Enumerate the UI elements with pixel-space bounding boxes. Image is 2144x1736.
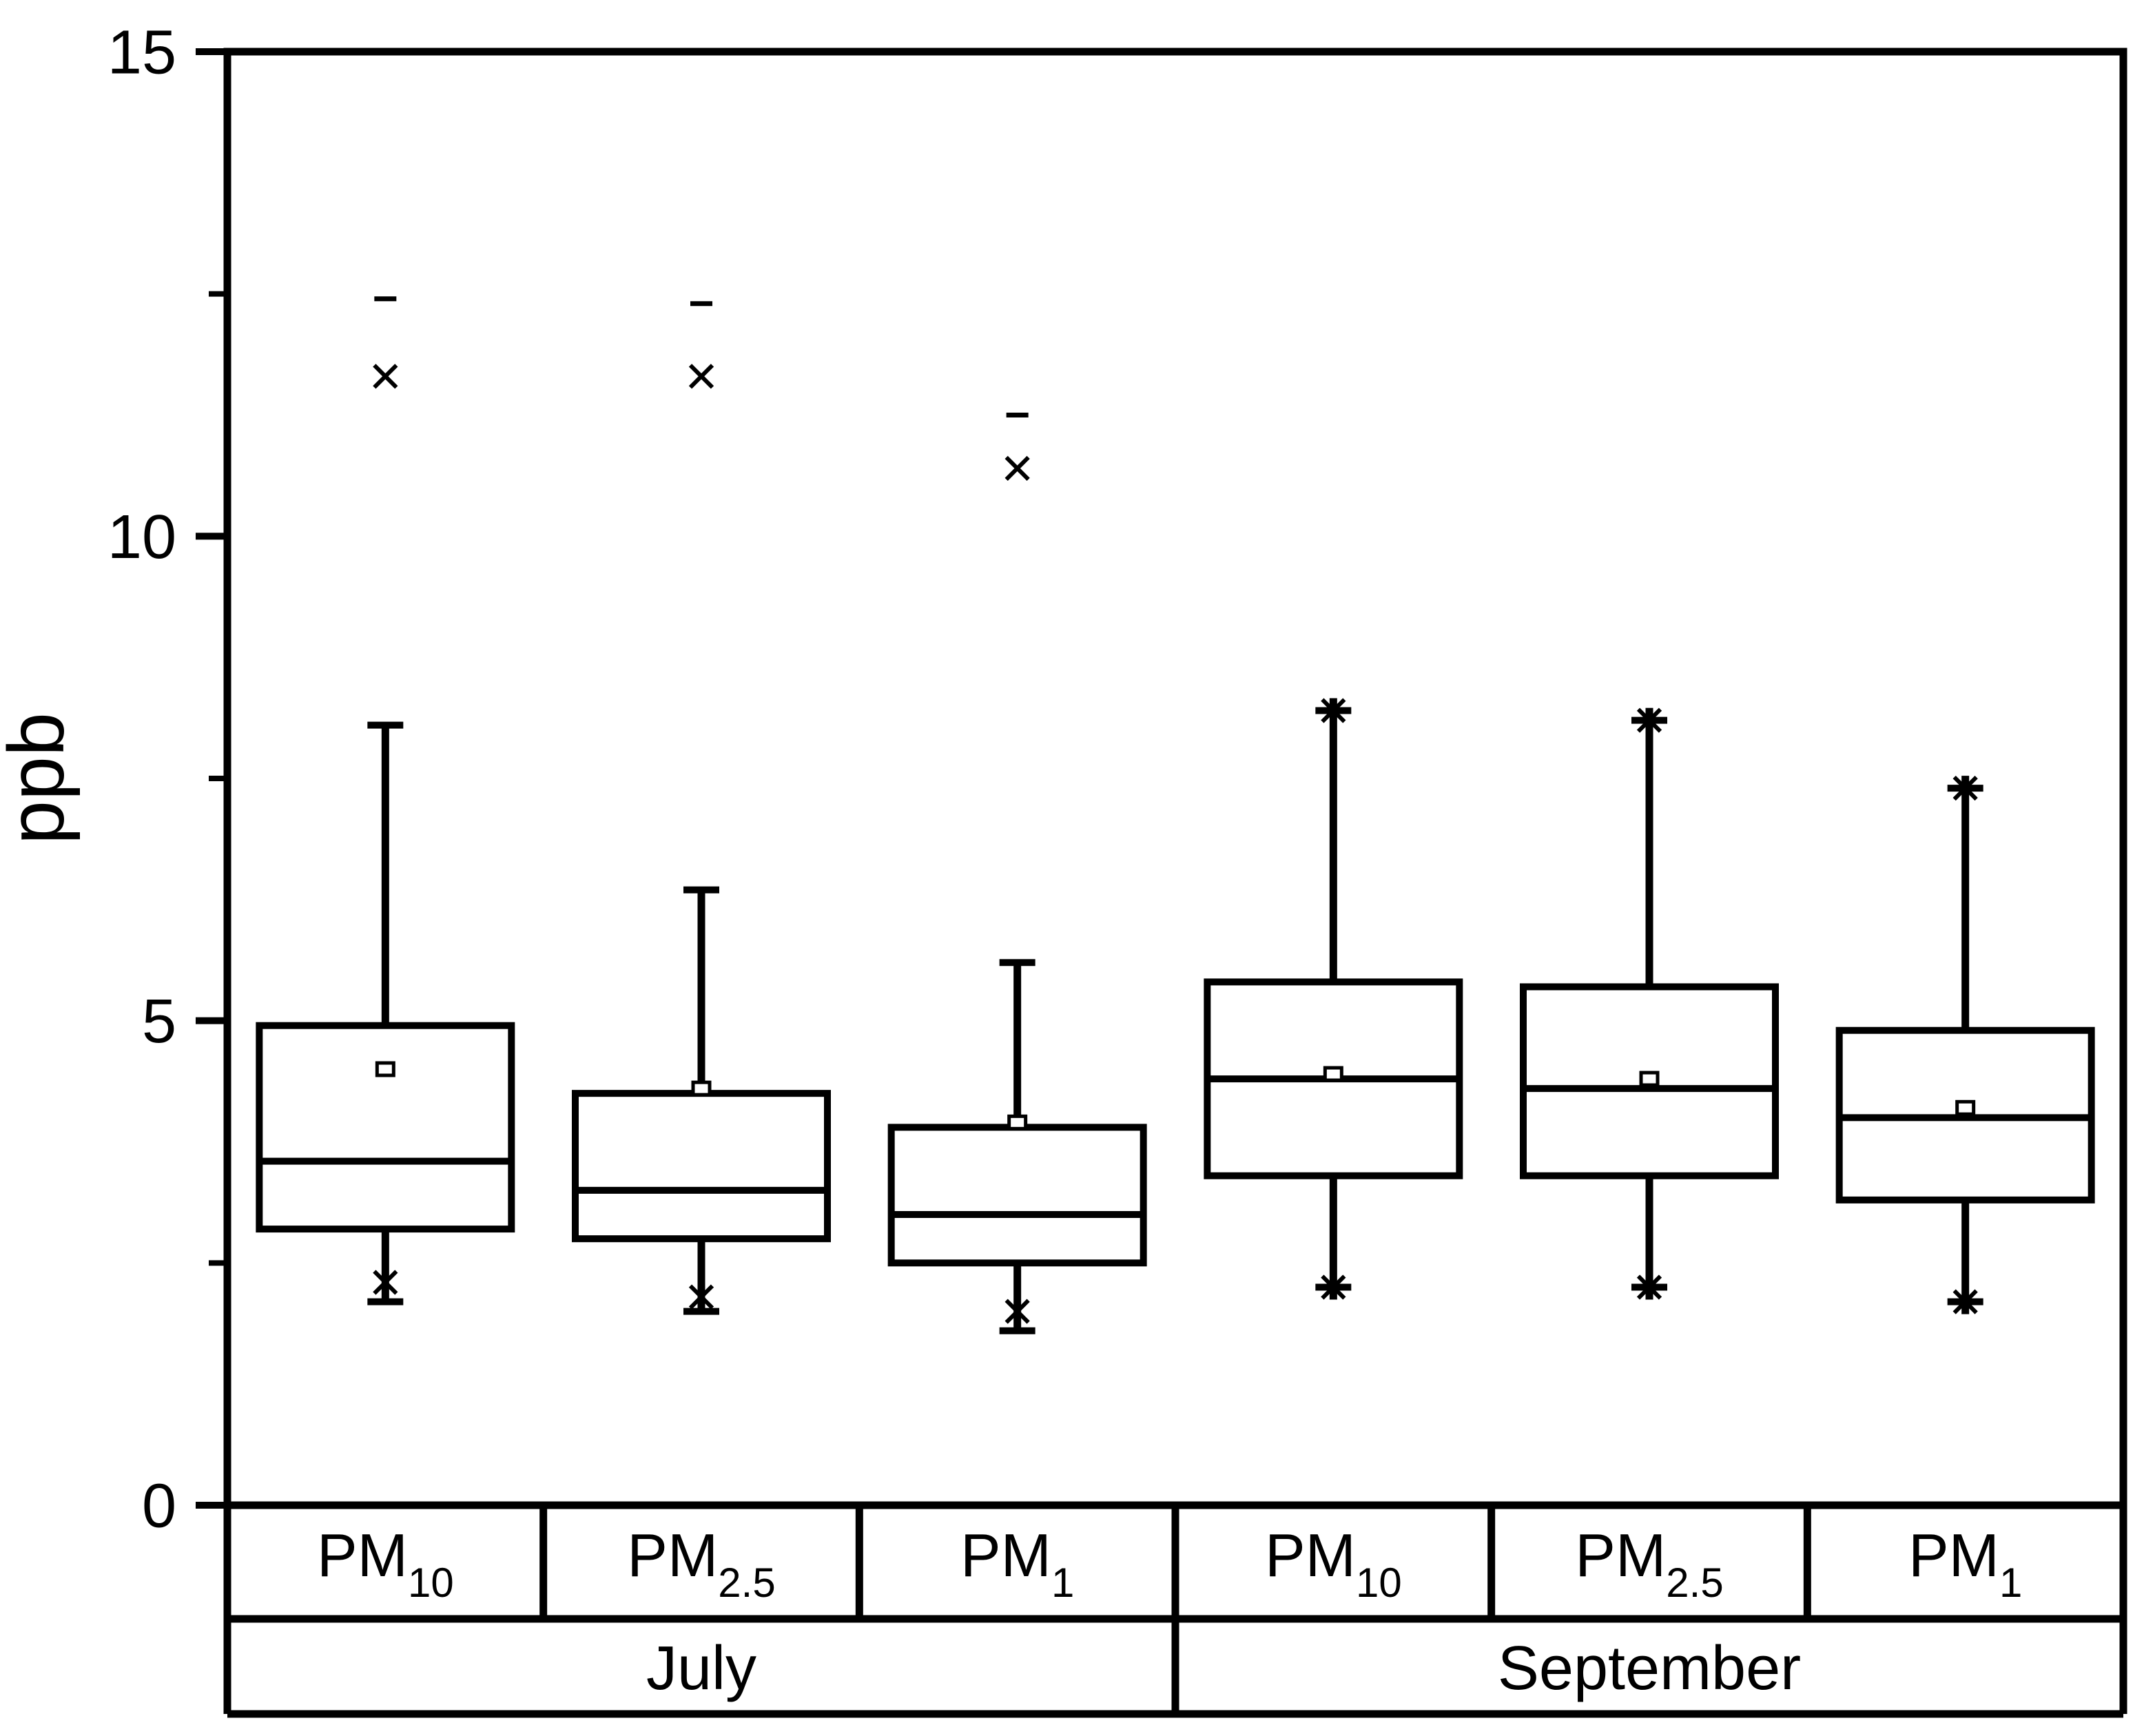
- lower-whisker-cross: [1952, 1289, 1978, 1314]
- pm-category-label: PM10: [1265, 1521, 1402, 1606]
- pm-category-label: PM2.5: [627, 1521, 775, 1606]
- box-july-pm25: [572, 301, 831, 1315]
- pm-category-label: PM1: [960, 1521, 1074, 1606]
- axes-layer: 0 5 10 15: [107, 19, 2127, 1541]
- y-tick-label: 10: [107, 503, 176, 572]
- y-tick-label: 0: [142, 1472, 176, 1541]
- pm-category-label: PM10: [317, 1521, 454, 1606]
- mean-square-marker: [1639, 1071, 1660, 1087]
- mean-square-marker: [1955, 1099, 1976, 1116]
- upper-percentile-cross: [1004, 455, 1030, 481]
- iqr-box: [887, 1124, 1147, 1267]
- boxes-layer: [256, 296, 2095, 1334]
- lower-percentile-cross: [1004, 1299, 1030, 1324]
- category-table-layer: PM10 PM2.5 PM1 PM10 PM2.5 PM1 July September: [223, 1505, 2127, 1718]
- upper-whisker-cross: [1636, 707, 1662, 733]
- upper-whisker-cross: [1321, 698, 1346, 723]
- upper-percentile-cross: [373, 364, 398, 389]
- lower-whisker-cross: [1321, 1274, 1346, 1300]
- upper-percentile-cross: [688, 364, 714, 389]
- iqr-box: [572, 1090, 831, 1243]
- lower-percentile-cross: [688, 1284, 714, 1310]
- lower-whisker-cross: [1636, 1274, 1662, 1300]
- pm-category-label: PM2.5: [1575, 1521, 1723, 1606]
- plot-frame: [223, 48, 2127, 1509]
- box-july-pm1: [887, 413, 1147, 1334]
- mean-square-marker: [691, 1080, 712, 1097]
- box-july-pm10: [256, 296, 515, 1305]
- y-tick-label: 15: [107, 19, 176, 87]
- month-label: July: [646, 1634, 756, 1703]
- mean-square-marker: [1323, 1066, 1343, 1082]
- mean-square-marker: [1007, 1114, 1028, 1130]
- box-september-pm1: [1835, 775, 2095, 1314]
- iqr-box: [256, 1022, 515, 1233]
- y-tick-label: 5: [142, 987, 176, 1056]
- box-september-pm10: [1204, 698, 1463, 1300]
- lower-percentile-cross: [373, 1270, 398, 1295]
- box-september-pm25: [1520, 707, 1779, 1300]
- pm-category-label: PM1: [1908, 1521, 2022, 1606]
- y-axis-title: ppb: [0, 712, 81, 845]
- upper-whisker-cross: [1952, 775, 1978, 801]
- mean-square-marker: [375, 1061, 395, 1077]
- month-label: September: [1498, 1634, 1801, 1703]
